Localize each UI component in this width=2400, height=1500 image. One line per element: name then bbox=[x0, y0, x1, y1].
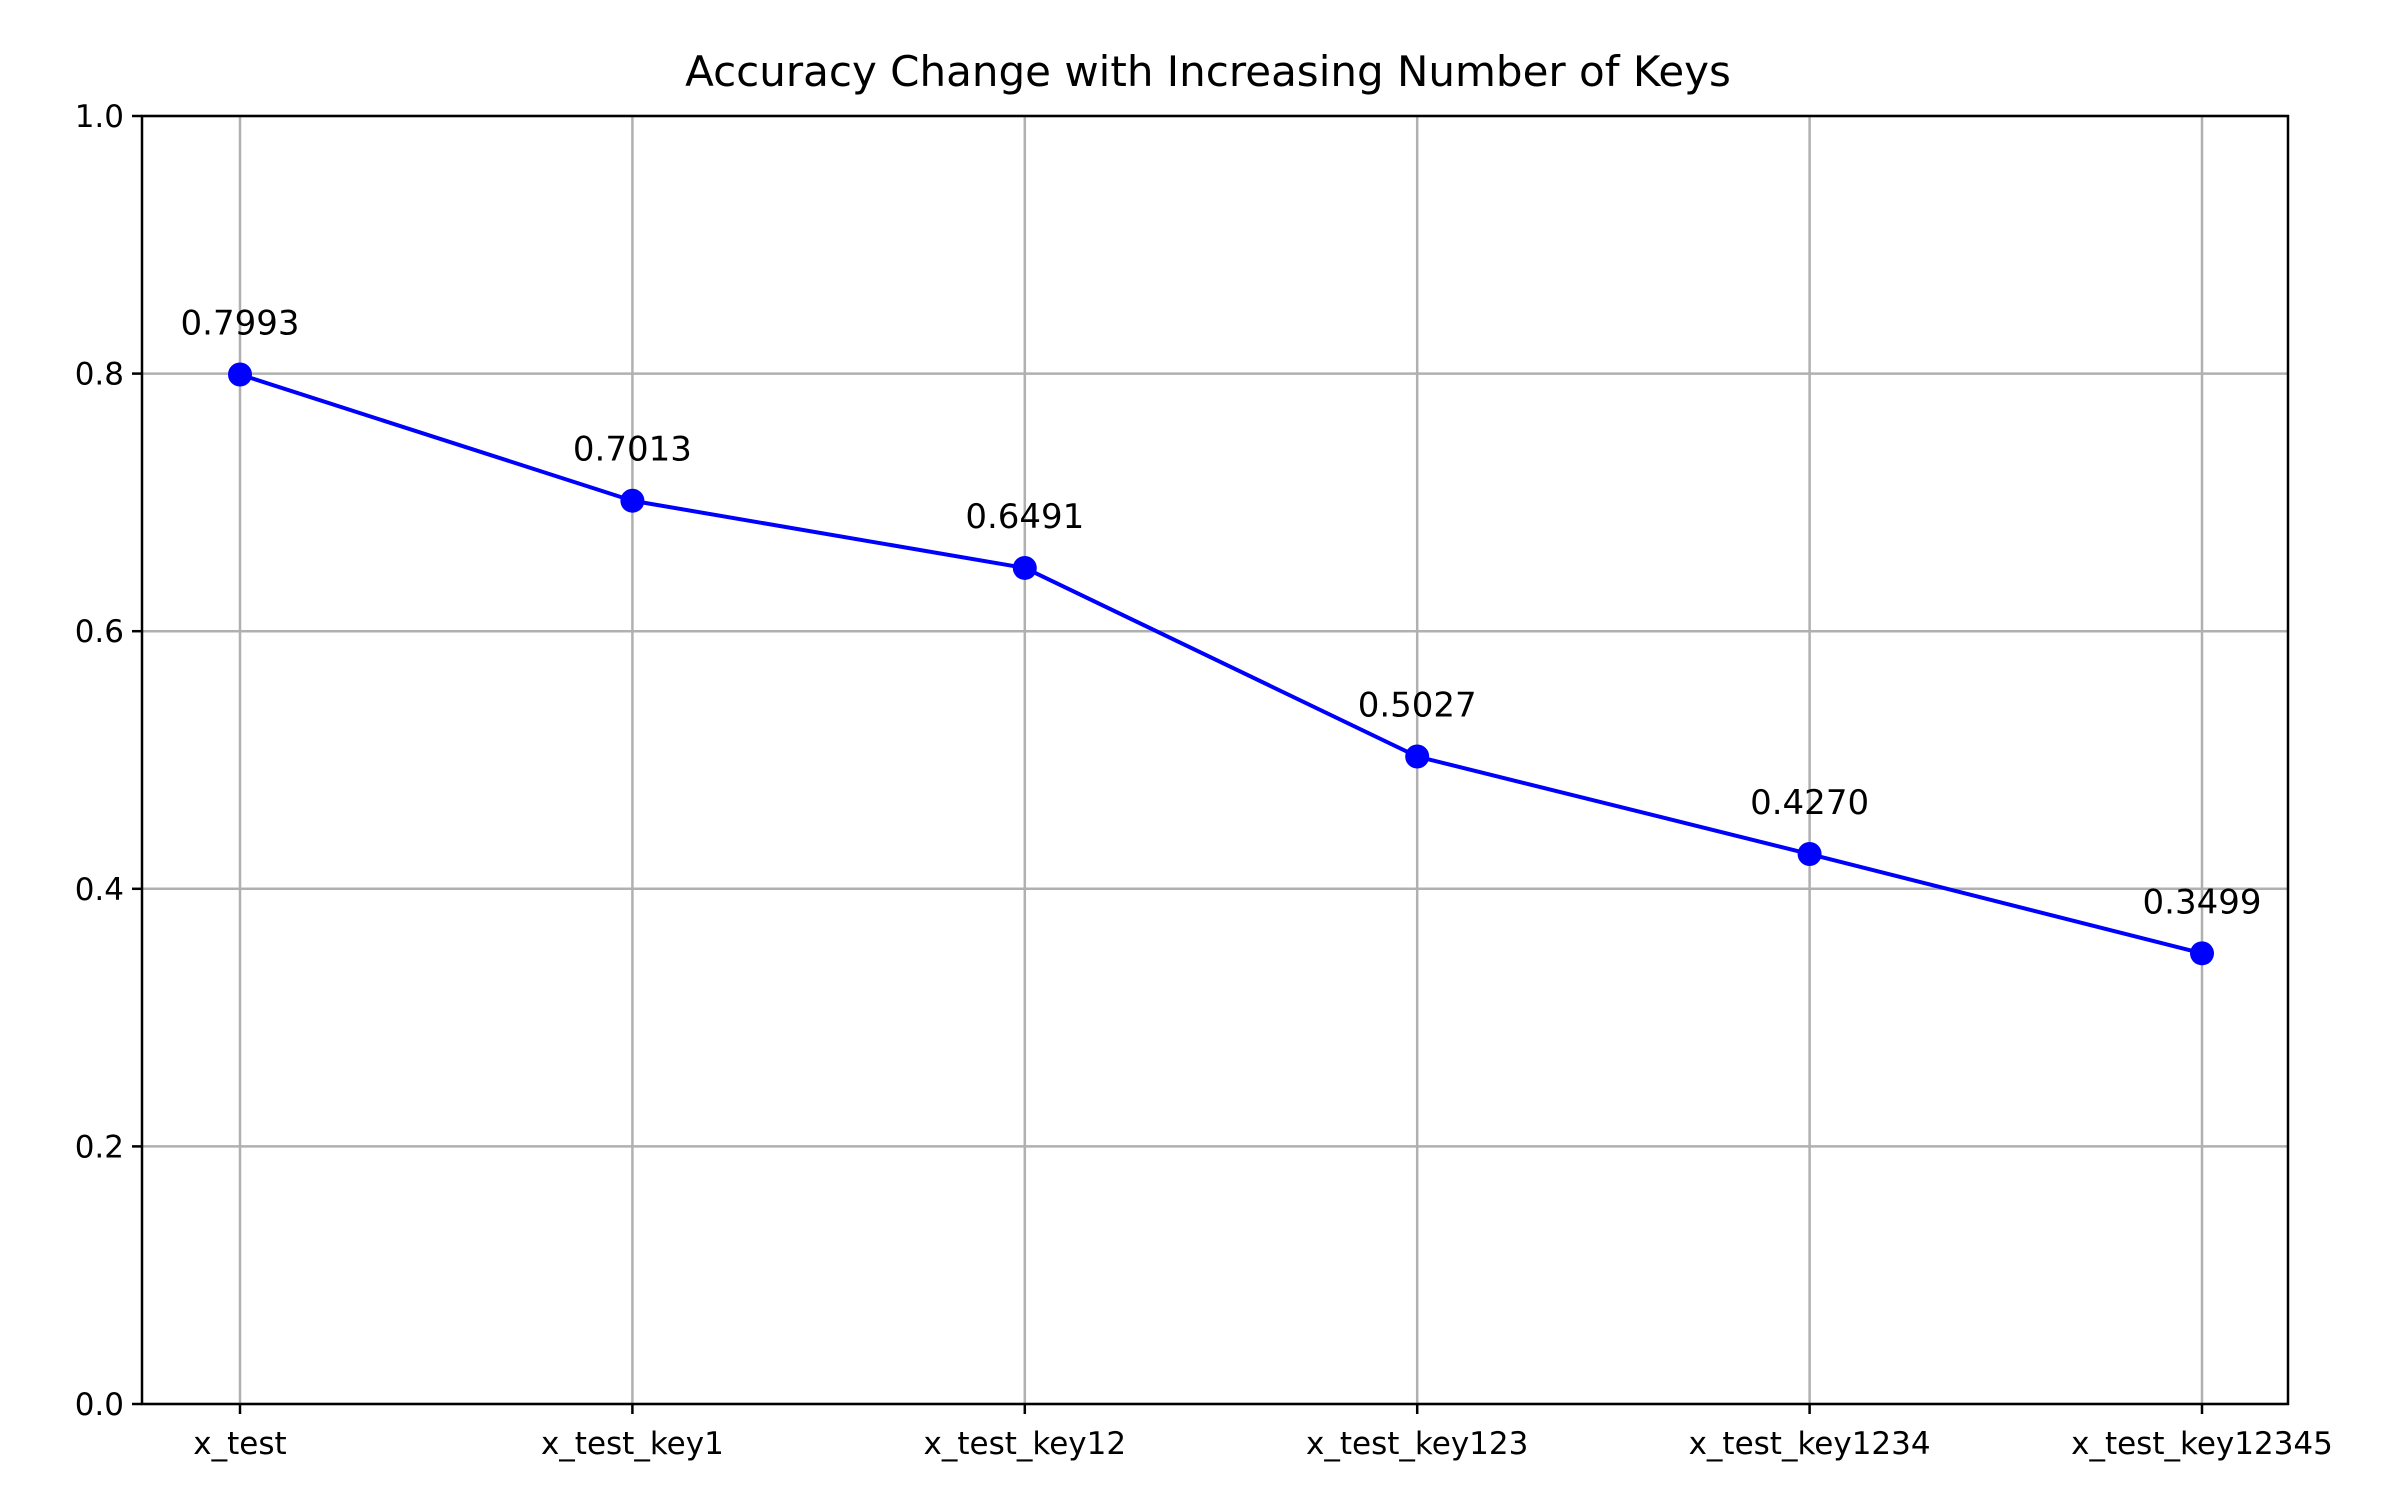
series-line bbox=[239, 372, 2203, 956]
y-tick-label: 1.0 bbox=[75, 99, 124, 135]
x-tick-label: x_test_key123 bbox=[1306, 1426, 1528, 1462]
data-label: 0.6491 bbox=[965, 497, 1084, 537]
x-tick-label: x_test_key1 bbox=[541, 1426, 724, 1462]
data-point-marker bbox=[1797, 842, 1822, 867]
y-tick-label: 0.4 bbox=[75, 872, 124, 908]
x-tick-label: x_test bbox=[193, 1426, 286, 1462]
x-tick-label: x_test_key12345 bbox=[2071, 1426, 2333, 1462]
data-label: 0.3499 bbox=[2143, 882, 2262, 922]
data-point-marker bbox=[2190, 941, 2214, 966]
data-point-marker bbox=[1405, 744, 1430, 769]
chart-title: Accuracy Change with Increasing Number o… bbox=[685, 47, 1731, 96]
data-point-marker bbox=[228, 362, 252, 387]
y-tick-label: 0.6 bbox=[75, 614, 124, 650]
data-label: 0.4270 bbox=[1750, 783, 1869, 823]
data-label: 0.5027 bbox=[1358, 686, 1477, 726]
y-tick-label: 0.0 bbox=[75, 1387, 124, 1423]
data-point-marker bbox=[620, 488, 645, 513]
y-tick-label: 0.8 bbox=[75, 357, 124, 393]
y-tick-label: 0.2 bbox=[75, 1129, 124, 1165]
data-series: 0.7993 0.7013 0.6491 0.5027 0.4270 0.3499 bbox=[181, 304, 2262, 966]
plot-area-frame bbox=[140, 114, 2290, 1406]
data-point-marker bbox=[1012, 555, 1037, 580]
x-axis: x_test x_test_key1 x_test_key12 x_test_key1… bbox=[193, 1404, 2333, 1462]
data-label: 0.7013 bbox=[573, 430, 692, 470]
grid bbox=[142, 114, 2288, 1406]
y-axis: 0.0 0.2 0.4 0.6 0.8 1.0 bbox=[75, 99, 142, 1423]
x-tick-label: x_test_key12 bbox=[924, 1426, 1127, 1462]
x-tick-label: x_test_key1234 bbox=[1689, 1426, 1931, 1462]
data-label: 0.7993 bbox=[181, 304, 300, 344]
